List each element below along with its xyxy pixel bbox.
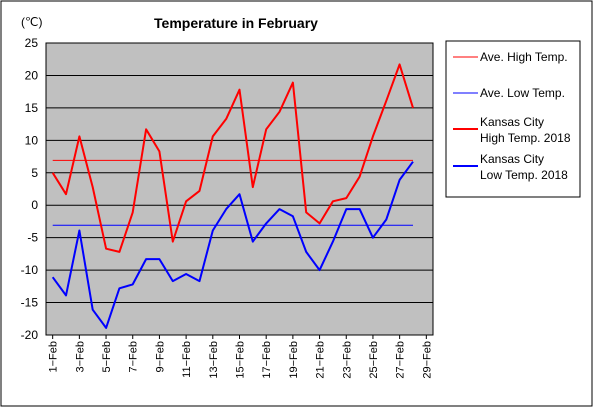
x-tick-label: 15−Feb xyxy=(235,341,247,379)
x-tick-label: 3−Feb xyxy=(74,341,86,373)
chart-title: Temperature in February xyxy=(154,15,318,31)
x-axis-ticks: 1−Feb 3−Feb 5−Feb 7−Feb 9−Feb 11−Feb 13−Feb 15−… xyxy=(48,335,433,379)
series-line xyxy=(51,63,414,253)
y-tick-label: 25 xyxy=(25,36,39,50)
y-unit-label: (℃) xyxy=(21,15,42,29)
y-tick-label: 20 xyxy=(25,68,39,82)
legend-label: Kansas City xyxy=(480,152,544,166)
x-tick-label: 29−Feb xyxy=(421,341,433,379)
y-axis-ticks: 25 20 15 10 5 0 -5 -10 -15 -20 xyxy=(21,36,39,342)
y-tick-label: -5 xyxy=(27,231,38,245)
x-tick-label: 17−Feb xyxy=(261,341,273,379)
x-tick-label: 1−Feb xyxy=(48,341,60,373)
legend-label: Low Temp. 2018 xyxy=(480,168,568,182)
y-tick-label: 10 xyxy=(25,133,39,147)
x-tick-label: 23−Feb xyxy=(341,341,353,379)
series-line xyxy=(51,161,414,329)
x-tick-label: 19−Feb xyxy=(288,341,300,379)
y-tick-label: 15 xyxy=(25,101,39,115)
x-tick-label: 13−Feb xyxy=(208,341,220,379)
y-tick-label: 0 xyxy=(31,198,38,212)
x-tick-label: 27−Feb xyxy=(395,341,407,379)
y-tick-label: -15 xyxy=(21,296,39,310)
legend-label: Kansas City xyxy=(480,115,544,129)
series-lines xyxy=(51,63,414,329)
y-tick-label: -10 xyxy=(21,263,39,277)
x-tick-label: 5−Feb xyxy=(101,341,113,373)
legend-label: Ave. Low Temp. xyxy=(480,86,565,100)
legend-label: High Temp. 2018 xyxy=(480,131,571,145)
grid-lines xyxy=(46,74,433,304)
legend-label: Ave. High Temp. xyxy=(480,50,568,64)
x-tick-label: 25−Feb xyxy=(368,341,380,379)
legend: Ave. High Temp. Ave. Low Temp. Kansas City… xyxy=(445,40,581,198)
x-tick-label: 11−Feb xyxy=(181,341,193,378)
legend-box xyxy=(445,40,581,198)
plot-area xyxy=(45,42,434,336)
y-tick-label: -20 xyxy=(21,328,39,342)
x-tick-label: 7−Feb xyxy=(128,341,140,373)
y-tick-label: 5 xyxy=(31,166,38,180)
x-tick-label: 9−Feb xyxy=(154,341,166,373)
x-tick-label: 21−Feb xyxy=(315,341,327,379)
